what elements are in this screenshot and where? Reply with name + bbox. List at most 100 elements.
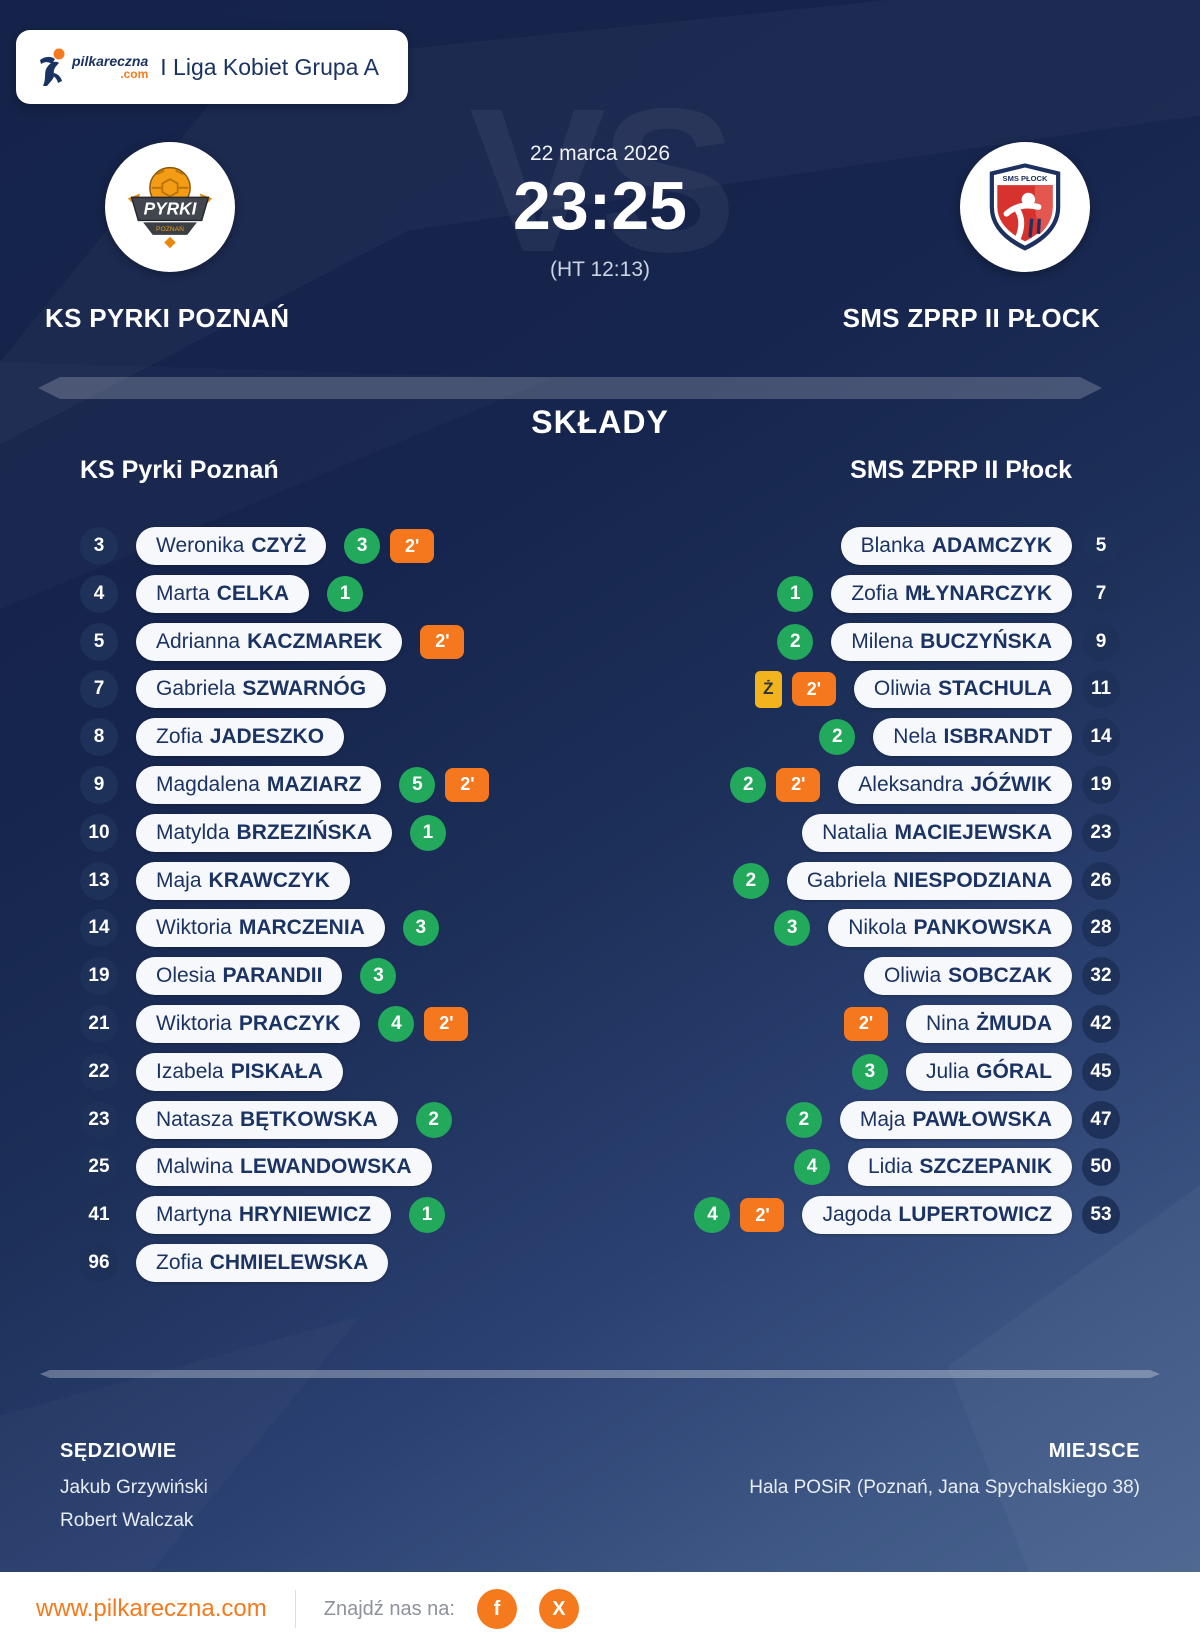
player-first-name: Magdalena — [156, 772, 260, 796]
player-name-pill: Wiktoria MARCZENIA — [136, 909, 385, 948]
player-first-name: Nina — [925, 1011, 970, 1035]
x-icon[interactable]: X — [538, 1589, 579, 1629]
player-first-name: Oliwia — [873, 677, 932, 701]
suspension-badge: 2' — [776, 767, 821, 802]
player-row: Blanka ADAMCZYK 5 — [833, 527, 1120, 565]
player-name-pill: Nikola PANKOWSKA — [828, 909, 1072, 948]
player-number: 3 — [80, 527, 118, 565]
player-name-pill: Lidia SZCZEPANIK — [848, 1148, 1072, 1187]
goals-badge: 2 — [730, 766, 767, 803]
player-first-name: Gabriela — [806, 868, 887, 892]
brand-tld: .com — [120, 67, 149, 81]
facebook-icon[interactable]: f — [476, 1589, 517, 1629]
goals-badge: 5 — [399, 766, 436, 803]
player-first-name: Oliwia — [883, 964, 942, 988]
away-lineup-column: Blanka ADAMCZYK 5 1 Zofia MŁYNARCZYK 7 2 M… — [694, 527, 1120, 1235]
goals-badge: 3 — [851, 1053, 888, 1090]
goals-badge: 2 — [732, 862, 769, 899]
player-last-name: MARCZENIA — [238, 916, 365, 940]
sms-plock-crest-icon: SMS PŁOCK — [989, 163, 1061, 251]
footer-bar: www.pilkareczna.com Znajdź nas na: f X — [0, 1572, 1200, 1646]
away-team-badge: SMS PŁOCK — [960, 142, 1090, 272]
player-first-name: Jagoda — [822, 1203, 892, 1227]
player-first-name: Wiktoria — [156, 1011, 232, 1035]
home-lineup-column: 3 Weronika CZYŻ 3 2' 4 Marta CELKA 1 5 Adr… — [80, 527, 490, 1282]
player-name-pill: Zofia CHMIELEWSKA — [136, 1243, 389, 1282]
player-number: 4 — [80, 574, 118, 613]
player-last-name: BĘTKOWSKA — [240, 1107, 378, 1131]
pyrki-crest-icon: PYRKI POZNAŃ — [127, 166, 213, 249]
player-first-name: Zofia — [156, 1250, 203, 1274]
lineups-title: SKŁADY — [531, 404, 669, 440]
player-last-name: NIESPODZIANA — [893, 868, 1052, 892]
player-number: 47 — [1082, 1100, 1120, 1139]
brand-name: pilkareczna — [72, 53, 149, 69]
player-last-name: PISKAŁA — [230, 1059, 323, 1083]
goals-badge: 1 — [409, 1197, 446, 1234]
player-first-name: Blanka — [860, 534, 925, 557]
player-name-pill: Gabriela SZWARNÓG — [136, 670, 387, 709]
player-number: 14 — [1082, 718, 1120, 757]
player-row: 8 Zofia JADESZKO — [80, 718, 352, 757]
player-row: 7 Gabriela SZWARNÓG — [80, 670, 394, 709]
player-last-name: BRZEZIŃSKA — [236, 820, 372, 844]
match-date: 22 marca 2026 — [529, 142, 671, 165]
referees-label: SĘDZIOWIE — [60, 1440, 177, 1462]
svg-text:PYRKI: PYRKI — [144, 199, 198, 219]
goals-badge: 4 — [694, 1197, 731, 1234]
site-url-link[interactable]: www.pilkareczna.com — [36, 1595, 267, 1622]
player-name-pill: Oliwia SOBCZAK — [863, 957, 1072, 996]
player-row: 41 Martyna HRYNIEWICZ 1 — [80, 1196, 446, 1235]
player-row: Oliwia SOBCZAK 32 — [856, 957, 1120, 996]
player-row: 10 Matylda BRZEZIŃSKA 1 — [80, 813, 446, 852]
player-first-name: Aleksandra — [858, 772, 964, 796]
player-number: 45 — [1082, 1052, 1120, 1091]
player-number: 26 — [1082, 861, 1120, 900]
match-score: 23:25 — [513, 168, 687, 244]
suspension-badge: 2' — [424, 1006, 469, 1041]
referee-name: Robert Walczak — [60, 1510, 194, 1531]
player-last-name: SZCZEPANIK — [919, 1155, 1052, 1179]
player-row: 2 Maja PAWŁOWSKA 47 — [785, 1100, 1120, 1139]
player-last-name: CHMIELEWSKA — [209, 1250, 369, 1274]
player-row: 2 Gabriela NIESPODZIANA 26 — [732, 861, 1120, 900]
yellow-card-badge: Ż — [754, 670, 782, 708]
player-number: 5 — [80, 622, 118, 661]
player-name-pill: Magdalena MAZIARZ — [136, 765, 382, 804]
player-first-name: Milena — [851, 629, 914, 653]
suspension-badge: 2' — [740, 1198, 785, 1233]
player-row: 22 Izabela PISKAŁA — [80, 1052, 351, 1091]
player-last-name: MAZIARZ — [266, 772, 362, 796]
goals-badge: 2 — [415, 1101, 452, 1138]
footer-divider — [294, 1590, 296, 1628]
player-first-name: Nela — [893, 725, 937, 749]
player-last-name: MŁYNARCZYK — [905, 581, 1052, 605]
player-row: 13 Maja KRAWCZYK — [80, 861, 358, 900]
player-row: 1 Zofia MŁYNARCZYK 7 — [777, 574, 1120, 613]
goals-badge: 2 — [819, 719, 856, 756]
venue-block: MIEJSCE Hala POSiR (Poznań, Jana Spychal… — [749, 1440, 1140, 1510]
player-last-name: PRACZYK — [238, 1011, 341, 1035]
player-last-name: ADAMCZYK — [931, 534, 1052, 557]
goals-badge: 1 — [777, 575, 814, 612]
player-name-pill: Zofia MŁYNARCZYK — [831, 574, 1072, 613]
home-lineup-header: KS Pyrki Poznań — [80, 456, 279, 484]
player-name-pill: Gabriela NIESPODZIANA — [786, 861, 1072, 900]
player-last-name: SZWARNÓG — [242, 677, 367, 701]
player-number: 13 — [80, 861, 118, 900]
player-row: 2 Milena BUCZYŃSKA 9 — [777, 622, 1120, 661]
player-last-name: PAWŁOWSKA — [912, 1107, 1052, 1131]
goals-badge: 1 — [327, 575, 364, 612]
player-number: 11 — [1082, 670, 1120, 709]
player-number: 9 — [1082, 622, 1120, 661]
player-first-name: Matylda — [156, 820, 230, 844]
goals-badge: 4 — [794, 1149, 830, 1186]
player-name-pill: Jagoda LUPERTOWICZ — [802, 1196, 1072, 1235]
player-number: 96 — [80, 1243, 118, 1282]
player-number: 5 — [1082, 527, 1120, 565]
svg-text:SMS PŁOCK: SMS PŁOCK — [1003, 174, 1048, 183]
player-last-name: KRAWCZYK — [208, 868, 330, 892]
player-first-name: Maja — [156, 868, 202, 892]
pilkareczna-logo[interactable]: pilkareczna .com — [32, 47, 148, 87]
player-last-name: CZYŻ — [251, 534, 307, 557]
